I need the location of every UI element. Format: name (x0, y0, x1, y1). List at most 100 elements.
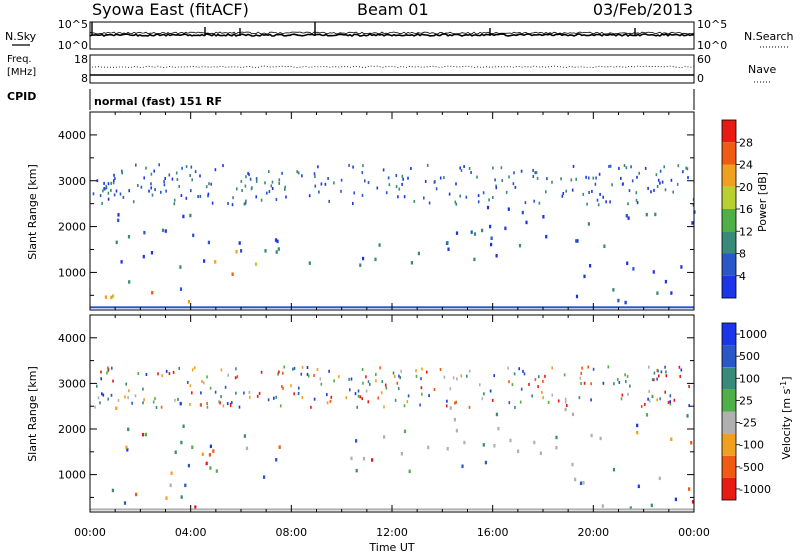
echo-cell (264, 181, 266, 185)
echo-cell (542, 215, 545, 219)
echo-cell (194, 170, 197, 174)
echo-cell (483, 392, 485, 396)
echo-cell (178, 366, 180, 370)
echo-cell (413, 199, 416, 203)
echo-cell (656, 291, 659, 295)
cpid-mode: normal (fast) 151 RF (94, 95, 222, 108)
echo-cell (512, 182, 515, 186)
velocity-colorbar: 1000 500 100 25 -25 -100 -500 -1000 (721, 322, 771, 501)
echo-cell (314, 184, 317, 188)
echo-cell (224, 385, 227, 389)
echo-cell (220, 368, 223, 372)
echo-cell (403, 195, 406, 199)
echo-cell (124, 395, 126, 399)
echo-cell (191, 368, 194, 372)
echo-cell (128, 189, 130, 193)
echo-cell (691, 500, 695, 504)
echo-cell (267, 398, 270, 402)
echo-cell (235, 249, 238, 254)
echo-cell (100, 370, 102, 374)
echo-cell (627, 202, 629, 206)
y-tick-label: 1000 (58, 266, 86, 279)
echo-cell (571, 188, 574, 192)
echo-cell (410, 167, 412, 170)
noise-right-tick-high: 10^5 (697, 18, 727, 31)
echo-cell (392, 371, 395, 375)
echo-cell (185, 196, 188, 200)
power-y-ticks: 1000 2000 3000 4000 (58, 111, 694, 296)
echo-cell (650, 190, 652, 194)
echo-cell (330, 395, 333, 399)
colorbar-tick-label: 25 (739, 394, 753, 407)
echo-cell (105, 184, 107, 188)
colorbar-segment (722, 253, 736, 276)
echo-cell (511, 383, 514, 387)
echo-cell (655, 173, 658, 177)
echo-cell (278, 181, 280, 185)
echo-cell (602, 381, 605, 385)
echo-cell (145, 373, 148, 376)
echo-cell (574, 477, 577, 482)
echo-cell (415, 374, 418, 378)
echo-cell (648, 399, 651, 403)
echo-cell (501, 179, 504, 182)
echo-cell (277, 247, 280, 251)
colorbar-frame (721, 322, 737, 501)
echo-cell (636, 175, 638, 179)
echo-cell (599, 192, 601, 196)
x-tick-label: 16:00 (477, 526, 509, 539)
echo-cell (627, 392, 629, 396)
echo-cell (107, 182, 110, 186)
echo-cell (621, 393, 624, 397)
echo-cell (240, 249, 243, 253)
x-tick-label: 20:00 (577, 526, 609, 539)
echo-cell (426, 163, 429, 167)
echo-cell (329, 399, 332, 403)
echo-cell (560, 177, 562, 181)
echo-cell (248, 390, 251, 394)
colorbar-segment (722, 231, 736, 254)
echo-cell (575, 294, 579, 299)
echo-cell (578, 396, 581, 400)
echo-cell (174, 450, 177, 454)
echo-cell (103, 181, 105, 185)
echo-cell (495, 412, 498, 417)
echo-cell (255, 179, 258, 183)
echo-cell (161, 374, 163, 378)
echo-cell (421, 392, 423, 396)
echo-cell (194, 505, 197, 509)
echo-cell (468, 405, 471, 409)
echo-cell (172, 370, 175, 374)
echo-cell (455, 231, 459, 235)
echo-cell (607, 365, 610, 369)
echo-cell (415, 369, 417, 373)
y-tick-label: 2000 (58, 423, 86, 436)
echo-cell (679, 374, 681, 378)
echo-cell (374, 257, 377, 262)
echo-cell (365, 389, 368, 393)
echo-cell (408, 469, 411, 474)
echo-cell (509, 438, 512, 443)
echo-cell (520, 169, 523, 173)
echo-cell (283, 365, 285, 369)
echo-cell (206, 375, 208, 379)
echo-cell (143, 230, 146, 235)
echo-cell (359, 395, 362, 399)
echo-cell (470, 171, 472, 174)
echo-cell (611, 183, 613, 187)
colorbar-tick-label: 16 (739, 203, 753, 216)
echo-cell (110, 295, 113, 300)
echo-cell (187, 463, 190, 468)
echo-cell (588, 176, 590, 180)
echo-cell (583, 274, 586, 279)
echo-cell (148, 189, 150, 193)
echo-cell (243, 434, 246, 438)
colorbar-tick-label: 500 (739, 350, 760, 363)
echo-cell (638, 171, 640, 175)
echo-cell (361, 171, 364, 175)
echo-cell (117, 218, 120, 223)
echo-cell (579, 376, 582, 380)
echo-cell (428, 394, 430, 398)
echo-cell (128, 280, 131, 284)
echo-cell (481, 228, 484, 233)
